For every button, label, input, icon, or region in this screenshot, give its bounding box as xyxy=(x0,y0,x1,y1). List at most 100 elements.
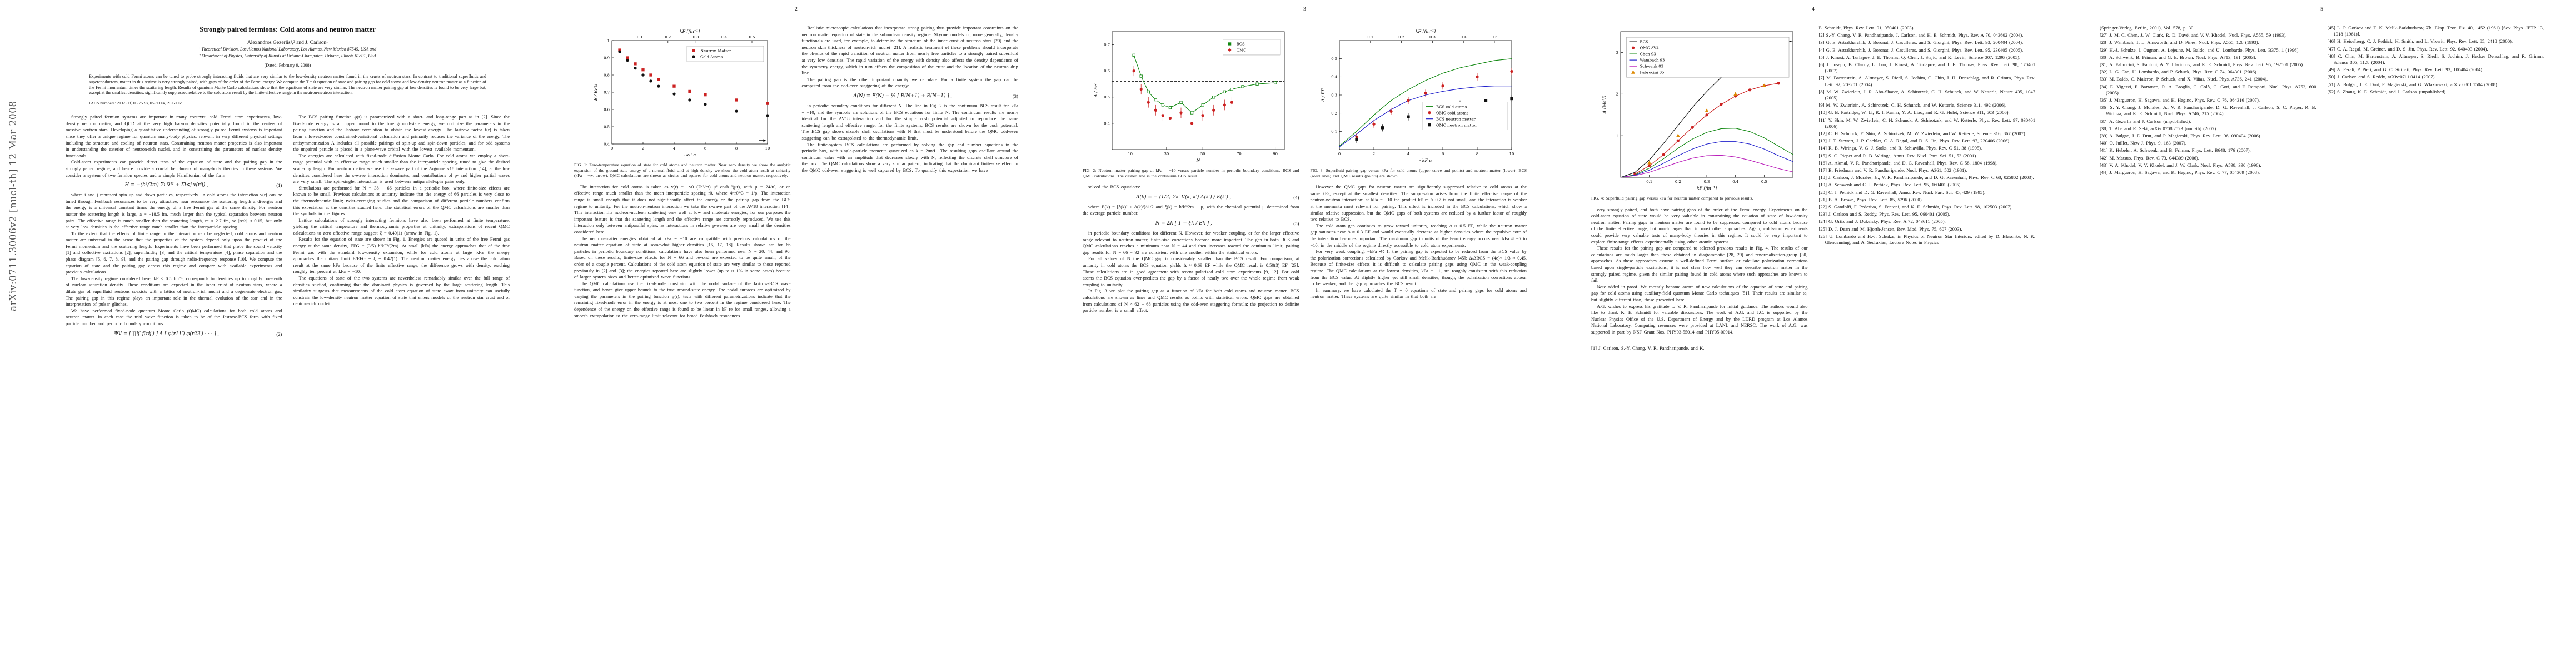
svg-text:0.5: 0.5 xyxy=(1331,57,1337,61)
pacs-line: PACS numbers: 21.65.+f, 03.75.Ss, 05.30.… xyxy=(89,101,182,106)
svg-text:0.2: 0.2 xyxy=(1331,111,1337,116)
figure-3: 0 2 4 6 8 10 0.1 0.2 0.3 0.4 0.5 0.1 0.2 0.3 0.4 0.5 - k… xyxy=(1311,26,1527,178)
reference-entry: [2] S.-Y. Chang, V. R. Pandharipande, J.… xyxy=(1818,32,2024,38)
paragraph: Strongly paired fermion systems are impo… xyxy=(66,115,282,158)
svg-text:1: 1 xyxy=(1616,134,1618,138)
paragraph: For all values of N the QMC gap is consi… xyxy=(1083,256,1299,287)
page3-right-column: 0 2 4 6 8 10 0.1 0.2 0.3 0.4 0.5 0.1 0.2 0.3 0.4 0.5 - k… xyxy=(1311,25,1527,314)
fig2-caption: FIG. 2: Neutron matter pairing gap at kF… xyxy=(1083,168,1299,178)
page1-left-column: Strongly paired fermion systems are impo… xyxy=(66,114,282,340)
svg-text:BCS neutron matter: BCS neutron matter xyxy=(1436,117,1476,121)
svg-text:0.8: 0.8 xyxy=(604,73,610,77)
page-number: 4 xyxy=(1812,7,1815,12)
paragraph: The interaction for cold atoms is taken … xyxy=(574,184,791,235)
chart-svg: 0 2 4 6 8 10 0.4 0.5 0.6 0.7 0.8 0.9 1 0.1 0.2 0.3 0.4 0.… xyxy=(593,29,770,157)
reference-entry: [42] M. Matsuo, Phys. Rev. C 73, 044309 … xyxy=(2100,155,2199,161)
paper-title: Strongly paired fermions: Cold atoms and… xyxy=(200,26,376,33)
reference-entry: [24] G. Ortiz and J. Dukelsky, Phys. Rev… xyxy=(1818,218,1946,225)
svg-text:Cold Atoms: Cold Atoms xyxy=(700,55,723,59)
page2-left-text: The interaction for cold atoms is taken … xyxy=(574,184,791,319)
svg-text:0.3: 0.3 xyxy=(1703,180,1710,184)
page3-left-text: solved the BCS equations: Δ(k) = − (1/2) … xyxy=(1083,184,1299,314)
reference-entry: [25] D. J. Dean and M. Hjorth-Jensen, Re… xyxy=(1818,226,1962,232)
svg-text:Δ / EF: Δ / EF xyxy=(1321,88,1326,102)
paragraph: The finite-system BCS calculations are p… xyxy=(801,142,1019,173)
svg-text:0.4: 0.4 xyxy=(721,35,727,39)
svg-text:0.7: 0.7 xyxy=(1104,43,1110,47)
svg-text:0.1: 0.1 xyxy=(637,35,643,39)
paragraph: Realistic microscopic calculations that … xyxy=(801,26,1019,76)
equation-body: ΨV = [ ∏ij′ f(rij′) ] A [ φ(r11′) φ(r22′… xyxy=(114,331,220,337)
svg-text:0.2: 0.2 xyxy=(1675,180,1681,184)
paragraph: The energies are calculated with fixed-n… xyxy=(293,153,510,185)
svg-text:- kF a: - kF a xyxy=(1419,158,1432,163)
svg-text:BCS: BCS xyxy=(1640,40,1648,44)
svg-text:0.6: 0.6 xyxy=(604,107,610,112)
reference-entry: [27] J. M. C. Chen, J. W. Clark, R. D. D… xyxy=(2100,32,2287,38)
reference-entry: [41] K. Hebeler, A. Schwenk, and B. Frim… xyxy=(2100,147,2251,153)
paragraph: We have performed fixed-node quantum Mon… xyxy=(66,308,282,326)
svg-text:0.5: 0.5 xyxy=(1492,35,1498,39)
svg-text:10: 10 xyxy=(1509,152,1514,156)
svg-text:Fabrocini 05: Fabrocini 05 xyxy=(1640,71,1664,75)
svg-text:0.5: 0.5 xyxy=(604,125,610,129)
affiliation-2: ² Department of Physics, University of I… xyxy=(199,53,376,58)
svg-text:Neutron Matter: Neutron Matter xyxy=(700,49,731,53)
svg-text:BCS: BCS xyxy=(1236,42,1244,47)
page2-left-column: 0 2 4 6 8 10 0.4 0.5 0.6 0.7 0.8 0.9 1 0.1 0.2 0.3 0.4 0.… xyxy=(574,25,791,319)
reference-entry: [36] S. Y. Chang, J. Morales, Jr., V. R.… xyxy=(2100,104,2316,117)
page-1: Strongly paired fermions: Cold atoms and… xyxy=(33,0,542,667)
reference-entry: [9] M. W. Zwierlein, A. Schirotzek, C. H… xyxy=(1818,102,2007,108)
equation: H = −(ħ²/2m) Σi ∇i² + Σi<j v(rij) , (1) xyxy=(66,182,282,188)
reference-entry: [34] E. Vigezzi, F. Barranco, R. A. Brog… xyxy=(2100,83,2316,96)
svg-text:- kF a: - kF a xyxy=(684,152,696,157)
svg-text:0.3: 0.3 xyxy=(693,35,699,39)
reference-entry: [7] M. Bartenstein, A. Altmeyer, S. Ried… xyxy=(1818,75,2036,87)
page-number: 2 xyxy=(795,7,798,12)
svg-text:0.7: 0.7 xyxy=(604,90,610,94)
svg-text:8: 8 xyxy=(1476,152,1478,156)
fig4-caption: FIG. 4: Superfluid pairing gap versus kF… xyxy=(1591,196,1753,201)
equation: Δ(N) = E(N) − ½ [ E(N+1) + E(N−1) ] , (3) xyxy=(802,93,1018,99)
page4-left-column: 0.1 0.2 0.3 0.4 0.5 1 2 3 kF [fm⁻¹] Δ (MeV) BCS QMC… xyxy=(1591,25,1808,353)
paragraph: in periodic boundary conditions for diff… xyxy=(801,103,1019,141)
fig4-chart: 0.1 0.2 0.3 0.4 0.5 1 2 3 kF [fm⁻¹] Δ (MeV) BCS QMC… xyxy=(1591,26,1808,193)
paragraph: Simulations are performed for N = 38 − 6… xyxy=(293,185,510,217)
paragraph: solved the BCS equations: xyxy=(1088,185,1140,190)
page-number: 3 xyxy=(1303,7,1306,12)
svg-text:2: 2 xyxy=(642,146,644,151)
reference-entry: [48] C. Chin, M. Bartenstein, A. Altmeye… xyxy=(2327,53,2544,66)
svg-text:0: 0 xyxy=(611,146,613,151)
reference-entry: [40] O. Juillet, New J. Phys. 9, 163 (20… xyxy=(2100,140,2186,146)
svg-text:0.1: 0.1 xyxy=(1646,180,1652,184)
page-number: 5 xyxy=(2320,7,2323,12)
svg-text:0.4: 0.4 xyxy=(1732,180,1738,184)
reference-entry: E. Schmidt, Phys. Rev. Lett. 91, 050401 … xyxy=(1818,25,1915,31)
reference-entry: [22] S. Gandolfi, F. Pederiva, S. Fanton… xyxy=(1818,204,2013,210)
svg-text:0.1: 0.1 xyxy=(1331,130,1337,134)
reference-entry: [5] J. Kinast, A. Turlapov, J. E. Thomas… xyxy=(1818,54,2021,60)
fig2-chart: 10 30 50 70 90 0.4 0.5 0.6 0.7 N Δ / EF BCS QMC xyxy=(1083,26,1299,165)
reference-entry: [18] J. Carlson, J. Morales, Jr., V. R. … xyxy=(1818,175,2034,181)
reference-entry: [52] S. Zhang, K. E. Schmidt, and J. Car… xyxy=(2327,88,2447,94)
fig1-caption: FIG. 1: Zero-temperature equation of sta… xyxy=(574,162,791,178)
equation-number: (1) xyxy=(276,182,282,188)
svg-text:4: 4 xyxy=(673,146,675,151)
reference-entry: [46] H. Heiselberg, C. J. Pethick, H. Sm… xyxy=(2327,38,2513,44)
svg-text:kF [fm⁻¹]: kF [fm⁻¹] xyxy=(1416,29,1436,34)
svg-text:QMC cold atoms: QMC cold atoms xyxy=(1436,111,1469,115)
reference-entry: [6] J. Joseph, B. Clancy, L. Luo, J. Kin… xyxy=(1818,62,2036,74)
svg-text:6: 6 xyxy=(704,146,706,151)
paragraph: The pairing gap is the other important q… xyxy=(801,77,1019,89)
paragraph: Cold-atom experiments can provide direct… xyxy=(66,160,282,178)
page4-left-references: [1] J. Carlson, S.-Y. Chang, V. R. Pandh… xyxy=(1591,345,1808,351)
chart-svg: 0 2 4 6 8 10 0.1 0.2 0.3 0.4 0.5 0.1 0.2 0.3 0.4 0.5 - k… xyxy=(1321,29,1514,163)
paragraph: The cold atom gap continues to grow towa… xyxy=(1310,223,1527,248)
svg-text:QMC neutron matter: QMC neutron matter xyxy=(1436,123,1477,127)
svg-text:0.3: 0.3 xyxy=(1429,35,1436,39)
page5-right-references: [45] L. P. Gorkov and T. K. Melik-Barkhu… xyxy=(2328,25,2544,177)
svg-text:0.6: 0.6 xyxy=(1104,69,1110,73)
reference-entry: [45] L. P. Gorkov and T. K. Melik-Barkhu… xyxy=(2327,25,2544,37)
equation-number: (4) xyxy=(1293,194,1299,200)
svg-text:0.4: 0.4 xyxy=(1104,121,1110,126)
